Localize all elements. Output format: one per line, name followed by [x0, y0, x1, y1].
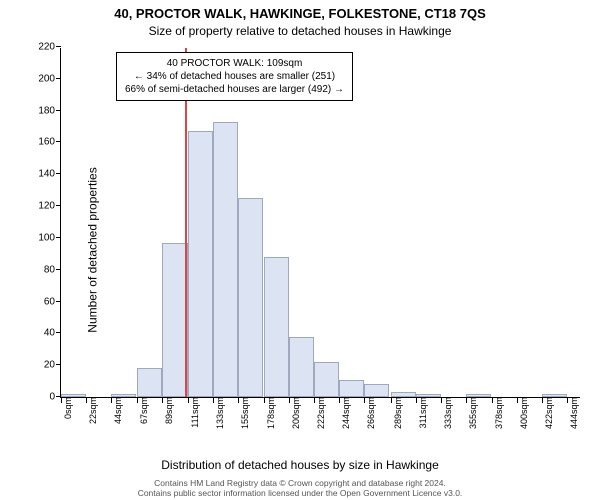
x-tick-mark	[364, 398, 365, 403]
x-tick-mark	[416, 398, 417, 403]
x-tick-label: 400sqm	[517, 397, 529, 429]
x-tick-label: 266sqm	[364, 397, 376, 429]
x-tick-label: 111sqm	[188, 397, 200, 428]
y-tick-mark	[56, 332, 61, 333]
y-tick-mark	[56, 173, 61, 174]
y-tick-mark	[56, 301, 61, 302]
y-tick-label: 40	[44, 328, 61, 339]
y-tick-label: 220	[38, 42, 61, 53]
histogram-bar	[238, 198, 263, 397]
y-tick-label: 200	[38, 73, 61, 84]
histogram-bar	[542, 394, 567, 397]
histogram-bar	[264, 257, 289, 397]
histogram-bar	[137, 368, 162, 397]
y-tick-label: 0	[49, 392, 61, 403]
chart-title-main: 40, PROCTOR WALK, HAWKINGE, FOLKESTONE, …	[0, 6, 600, 21]
x-tick-mark	[188, 398, 189, 403]
x-tick-label: 155sqm	[238, 397, 250, 429]
x-tick-label: 311sqm	[416, 397, 428, 428]
footer-line2: Contains public sector information licen…	[0, 488, 600, 498]
y-tick-mark	[56, 269, 61, 270]
x-tick-mark	[137, 398, 138, 403]
x-tick-label: 222sqm	[314, 397, 326, 429]
histogram-bar	[61, 394, 86, 397]
x-tick-label: 444sqm	[567, 397, 579, 429]
x-tick-mark	[567, 398, 568, 403]
y-tick-label: 20	[44, 360, 61, 371]
histogram-bar	[289, 337, 314, 397]
footer-attribution: Contains HM Land Registry data © Crown c…	[0, 478, 600, 498]
y-tick-label: 80	[44, 264, 61, 275]
x-tick-mark	[441, 398, 442, 403]
x-tick-label: 44sqm	[111, 397, 123, 424]
x-tick-label: 244sqm	[339, 397, 351, 429]
x-tick-mark	[213, 398, 214, 403]
x-tick-label: 200sqm	[289, 397, 301, 429]
x-tick-mark	[466, 398, 467, 403]
annotation-box: 40 PROCTOR WALK: 109sqm← 34% of detached…	[116, 52, 353, 101]
x-tick-label: 378sqm	[492, 397, 504, 429]
histogram-bar	[466, 394, 491, 397]
y-tick-mark	[56, 141, 61, 142]
x-tick-mark	[314, 398, 315, 403]
x-tick-mark	[264, 398, 265, 403]
histogram-bar	[416, 394, 441, 397]
y-tick-mark	[56, 364, 61, 365]
y-tick-mark	[56, 237, 61, 238]
x-tick-mark	[61, 398, 62, 403]
x-tick-label: 422sqm	[542, 397, 554, 429]
y-tick-mark	[56, 205, 61, 206]
y-tick-label: 160	[38, 137, 61, 148]
x-tick-label: 289sqm	[391, 397, 403, 429]
x-tick-mark	[162, 398, 163, 403]
y-tick-mark	[56, 78, 61, 79]
y-tick-mark	[56, 110, 61, 111]
x-tick-label: 22sqm	[86, 397, 98, 424]
annotation-line: 66% of semi-detached houses are larger (…	[125, 83, 344, 96]
y-tick-label: 60	[44, 296, 61, 307]
x-tick-mark	[517, 398, 518, 403]
y-tick-label: 100	[38, 232, 61, 243]
x-axis-label: Distribution of detached houses by size …	[0, 458, 600, 472]
histogram-bar	[391, 392, 416, 397]
histogram-bar	[364, 384, 389, 397]
x-tick-label: 333sqm	[441, 397, 453, 429]
histogram-bar	[213, 122, 238, 397]
x-tick-mark	[289, 398, 290, 403]
plot-area: 0204060801001201401601802002200sqm22sqm4…	[60, 48, 580, 398]
y-tick-label: 140	[38, 169, 61, 180]
y-tick-mark	[56, 46, 61, 47]
footer-line1: Contains HM Land Registry data © Crown c…	[0, 478, 600, 488]
x-tick-mark	[339, 398, 340, 403]
x-tick-label: 355sqm	[466, 397, 478, 429]
x-tick-label: 67sqm	[137, 397, 149, 424]
x-tick-mark	[542, 398, 543, 403]
x-tick-mark	[86, 398, 87, 403]
histogram-bar	[314, 362, 339, 397]
y-tick-label: 180	[38, 105, 61, 116]
x-tick-mark	[111, 398, 112, 403]
x-tick-mark	[238, 398, 239, 403]
x-tick-mark	[492, 398, 493, 403]
annotation-line: 40 PROCTOR WALK: 109sqm	[125, 57, 344, 70]
y-tick-label: 120	[38, 201, 61, 212]
chart-title-sub: Size of property relative to detached ho…	[0, 24, 600, 38]
x-tick-label: 133sqm	[213, 397, 225, 429]
histogram-bar	[188, 131, 213, 397]
histogram-bar	[339, 380, 364, 398]
x-tick-label: 178sqm	[264, 397, 276, 429]
x-tick-mark	[391, 398, 392, 403]
annotation-line: ← 34% of detached houses are smaller (25…	[125, 70, 344, 83]
x-tick-label: 0sqm	[61, 397, 73, 419]
histogram-bar	[111, 394, 136, 397]
histogram-bar	[162, 243, 187, 397]
x-tick-label: 89sqm	[162, 397, 174, 424]
chart-container: 40, PROCTOR WALK, HAWKINGE, FOLKESTONE, …	[0, 0, 600, 500]
